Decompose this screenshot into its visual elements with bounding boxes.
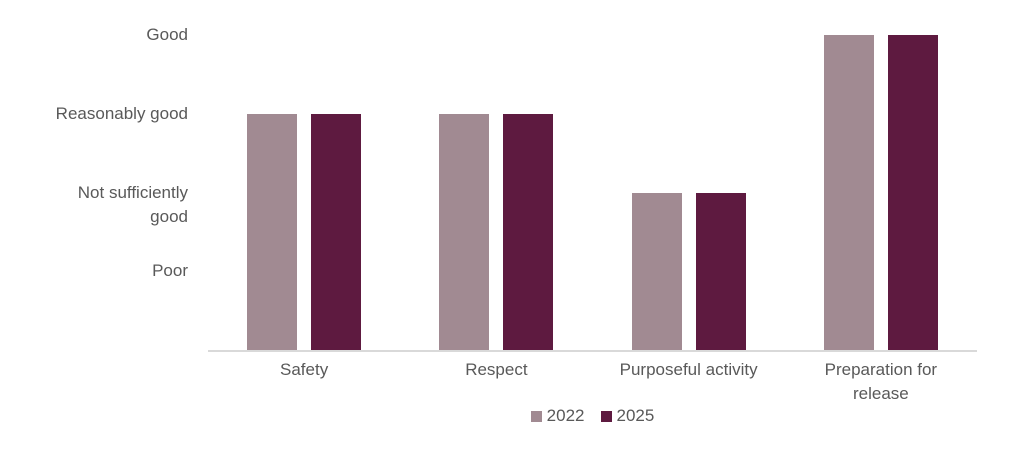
- legend-item-2022: 2022: [530, 406, 585, 426]
- bar-2022-respect: [439, 113, 490, 350]
- legend-label-2025: 2025: [616, 406, 655, 425]
- x-label-cell-purposeful-activity: Purposeful activity: [593, 358, 785, 406]
- x-label-respect: Respect: [465, 360, 528, 379]
- x-label-cell-respect: Respect: [400, 358, 592, 406]
- x-label-purposeful-activity: Purposeful activity: [619, 360, 758, 379]
- y-tick-label-poor: Poor: [152, 261, 188, 281]
- bar-group-safety: [208, 0, 400, 350]
- y-tick-label-reasonably-good: Reasonably good: [55, 103, 188, 123]
- y-tick-label-good: Good: [146, 25, 188, 44]
- x-label-preparation-for-release: Preparation for release: [824, 360, 938, 403]
- bar-2022-safety: [247, 113, 298, 350]
- bar-group-respect: [400, 0, 592, 350]
- y-tick-label-not-sufficiently-good: Not sufficiently good: [77, 182, 188, 226]
- bar-2025-preparation-for-release: [887, 35, 938, 350]
- x-label-cell-preparation-for-release: Preparation for release: [785, 358, 977, 406]
- x-label-cell-safety: Safety: [208, 358, 400, 406]
- bar-2022-preparation-for-release: [823, 35, 874, 350]
- legend-label-2022: 2022: [546, 406, 585, 425]
- bar-group-preparation-for-release: [785, 0, 977, 350]
- legend-item-2025: 2025: [600, 406, 655, 426]
- bar-2022-purposeful-activity: [631, 192, 682, 350]
- bar-2025-respect: [503, 113, 554, 350]
- bar-group-purposeful-activity: [593, 0, 785, 350]
- legend: 2022 2025: [208, 406, 977, 426]
- x-label-safety: Safety: [280, 360, 329, 379]
- x-axis-labels: Safety Respect Purposeful activity Preparat…: [208, 358, 977, 406]
- bar-2025-purposeful-activity: [695, 192, 746, 350]
- bar-2025-safety: [311, 113, 362, 350]
- legend-swatch-2022: [530, 410, 542, 422]
- legend-swatch-2025: [600, 410, 612, 422]
- plot-area: [208, 0, 977, 352]
